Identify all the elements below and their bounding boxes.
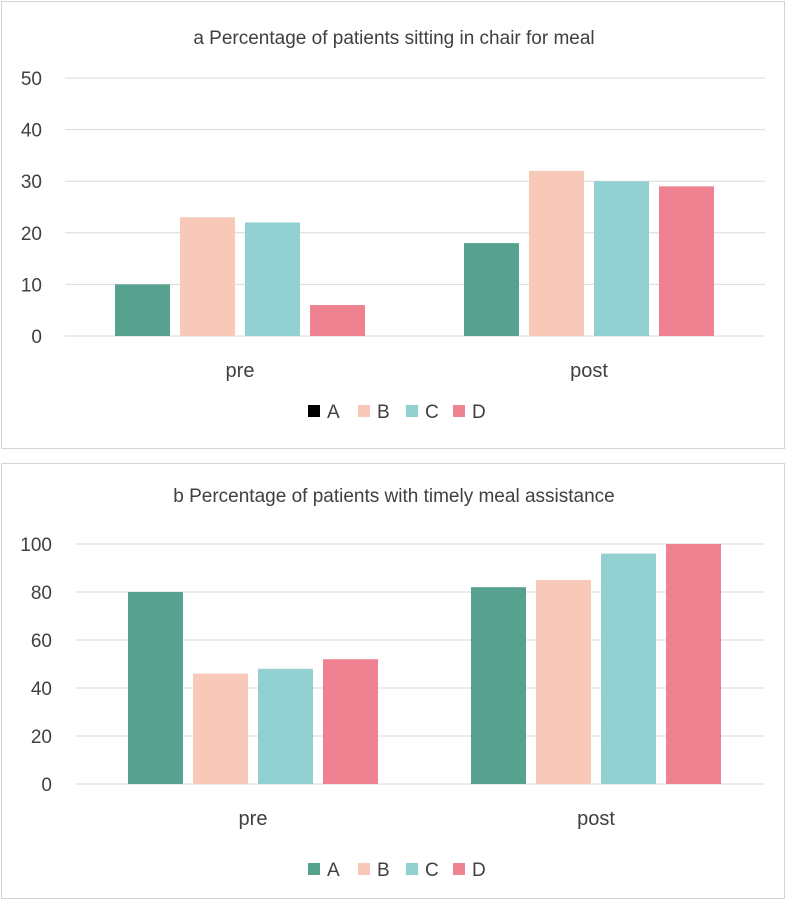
chart-a-bar-b-post bbox=[529, 170, 584, 336]
chart-a-y-tick-label: 50 bbox=[21, 69, 42, 90]
chart-b-bar-b-pre bbox=[193, 673, 248, 784]
chart-b-bar-a-pre bbox=[128, 592, 183, 784]
chart-b-x-tick-label: pre bbox=[239, 808, 268, 830]
chart-b-legend-label-c: C bbox=[425, 860, 439, 881]
chart-a-y-tick-label: 0 bbox=[31, 327, 42, 348]
chart-b-legend-swatch-b bbox=[358, 863, 370, 875]
chart-a-legend-label-a: A bbox=[327, 402, 340, 423]
chart-a-panel: a Percentage of patients sitting in chai… bbox=[1, 1, 785, 449]
chart-b-bar-c-post bbox=[601, 553, 656, 784]
chart-a-y-tick-label: 20 bbox=[21, 224, 42, 245]
chart-b-y-tick-label: 20 bbox=[31, 727, 52, 748]
chart-a-y-tick-label: 10 bbox=[21, 275, 42, 296]
chart-a-x-tick-label: pre bbox=[226, 360, 255, 382]
chart-b-y-tick-label: 60 bbox=[31, 631, 52, 652]
chart-a-bar-d-post bbox=[659, 186, 714, 336]
chart-b-legend-swatch-c bbox=[406, 863, 418, 875]
chart-a-y-tick-label: 40 bbox=[21, 121, 42, 142]
chart-a-legend-swatch-d bbox=[453, 405, 465, 417]
chart-b-bar-d-pre bbox=[323, 659, 378, 784]
chart-a-bar-a-post bbox=[464, 243, 519, 336]
chart-b-legend-swatch-a bbox=[308, 863, 320, 875]
chart-b-legend-label-b: B bbox=[377, 860, 390, 881]
chart-b: b Percentage of patients with timely mea… bbox=[20, 486, 765, 881]
chart-b-bar-d-post bbox=[666, 544, 721, 784]
chart-b-legend-label-a: A bbox=[327, 860, 340, 881]
chart-b-y-tick-label: 80 bbox=[31, 583, 52, 604]
chart-a-bar-c-pre bbox=[245, 222, 300, 336]
chart-a-bar-c-post bbox=[594, 181, 649, 336]
chart-a-y-tick-label: 30 bbox=[21, 172, 42, 193]
chart-a-legend-label-c: C bbox=[425, 402, 439, 423]
chart-b-x-tick-label: post bbox=[577, 808, 615, 830]
chart-b-bar-c-pre bbox=[258, 668, 313, 784]
chart-a-bar-d-pre bbox=[310, 305, 365, 336]
chart-b-title: b Percentage of patients with timely mea… bbox=[173, 486, 614, 507]
chart-b-bar-a-post bbox=[471, 587, 526, 784]
chart-a: a Percentage of patients sitting in chai… bbox=[21, 28, 765, 423]
chart-a-bar-a-pre bbox=[115, 284, 170, 336]
chart-b-panel: b Percentage of patients with timely mea… bbox=[1, 463, 785, 899]
chart-b-legend-swatch-d bbox=[453, 863, 465, 875]
chart-a-title: a Percentage of patients sitting in chai… bbox=[193, 28, 594, 49]
chart-b-y-tick-label: 0 bbox=[41, 775, 52, 796]
chart-a-bar-b-pre bbox=[180, 217, 235, 336]
chart-b-y-tick-label: 100 bbox=[20, 535, 52, 556]
chart-a-legend-swatch-c bbox=[406, 405, 418, 417]
chart-a-legend-swatch-b bbox=[358, 405, 370, 417]
chart-a-legend-label-b: B bbox=[377, 402, 390, 423]
chart-b-y-tick-label: 40 bbox=[31, 679, 52, 700]
chart-b-legend-label-d: D bbox=[472, 860, 486, 881]
chart-a-x-tick-label: post bbox=[570, 360, 608, 382]
chart-a-legend-label-d: D bbox=[472, 402, 486, 423]
chart-b-bar-b-post bbox=[536, 580, 591, 784]
chart-a-legend-swatch-a bbox=[308, 405, 320, 417]
